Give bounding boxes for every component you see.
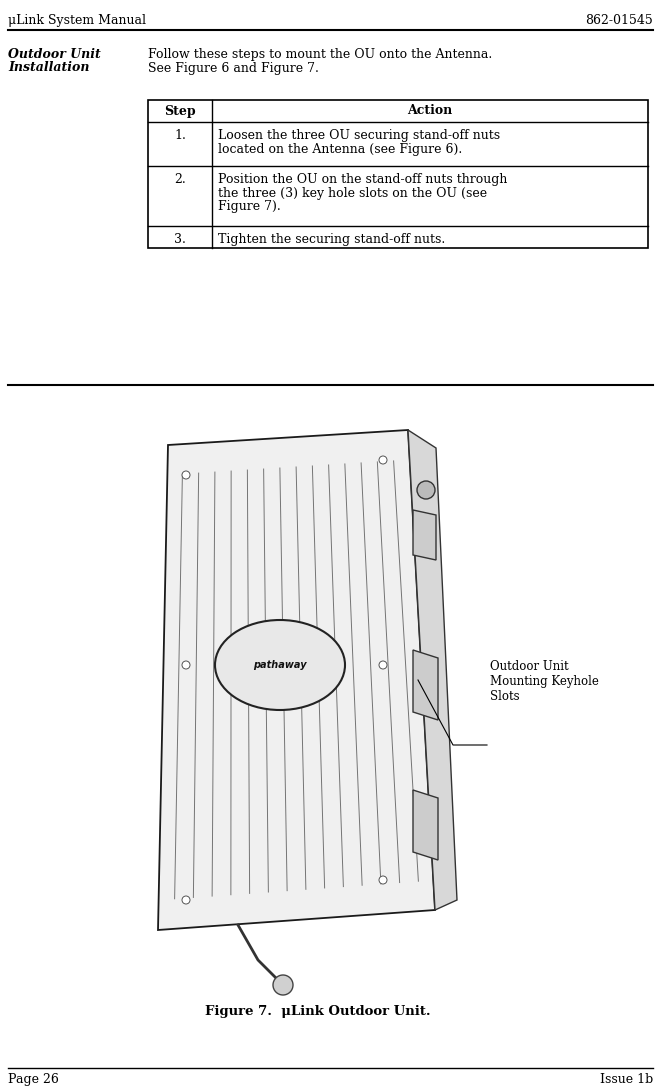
Text: 2.: 2. (174, 173, 186, 186)
Text: the three (3) key hole slots on the OU (see: the three (3) key hole slots on the OU (… (218, 187, 487, 200)
Bar (148, 100, 648, 248)
Text: Step: Step (164, 104, 196, 117)
Text: 1.: 1. (174, 129, 186, 142)
Circle shape (379, 661, 387, 669)
Polygon shape (413, 790, 438, 860)
Text: Position the OU on the stand-off nuts through: Position the OU on the stand-off nuts th… (218, 173, 508, 186)
Text: located on the Antenna (see Figure 6).: located on the Antenna (see Figure 6). (218, 142, 462, 155)
Text: μLink System Manual: μLink System Manual (8, 14, 146, 27)
Text: pathaway: pathaway (253, 660, 307, 670)
Text: Loosen the three OU securing stand-off nuts: Loosen the three OU securing stand-off n… (218, 129, 500, 142)
Circle shape (379, 456, 387, 464)
Text: Installation: Installation (8, 61, 89, 74)
Text: Figure 7).: Figure 7). (218, 200, 281, 213)
Circle shape (182, 471, 190, 479)
Polygon shape (408, 430, 457, 910)
Polygon shape (413, 651, 438, 720)
Text: Page 26: Page 26 (8, 1073, 59, 1086)
Text: Tighten the securing stand-off nuts.: Tighten the securing stand-off nuts. (218, 233, 446, 247)
Polygon shape (413, 510, 436, 560)
Text: 3.: 3. (174, 233, 186, 247)
Text: Action: Action (407, 104, 453, 117)
Polygon shape (158, 430, 435, 930)
Text: See Figure 6 and Figure 7.: See Figure 6 and Figure 7. (148, 62, 319, 75)
Circle shape (273, 975, 293, 995)
Circle shape (182, 896, 190, 904)
Text: Issue 1b: Issue 1b (600, 1073, 653, 1086)
Text: 862-01545: 862-01545 (585, 14, 653, 27)
Text: Outdoor Unit: Outdoor Unit (8, 48, 100, 61)
Circle shape (417, 481, 435, 498)
Circle shape (182, 661, 190, 669)
Text: Figure 7.  μLink Outdoor Unit.: Figure 7. μLink Outdoor Unit. (205, 1005, 431, 1018)
Text: Outdoor Unit
Mounting Keyhole
Slots: Outdoor Unit Mounting Keyhole Slots (490, 660, 599, 703)
Circle shape (379, 876, 387, 884)
Ellipse shape (215, 620, 345, 710)
Text: Follow these steps to mount the OU onto the Antenna.: Follow these steps to mount the OU onto … (148, 48, 492, 61)
